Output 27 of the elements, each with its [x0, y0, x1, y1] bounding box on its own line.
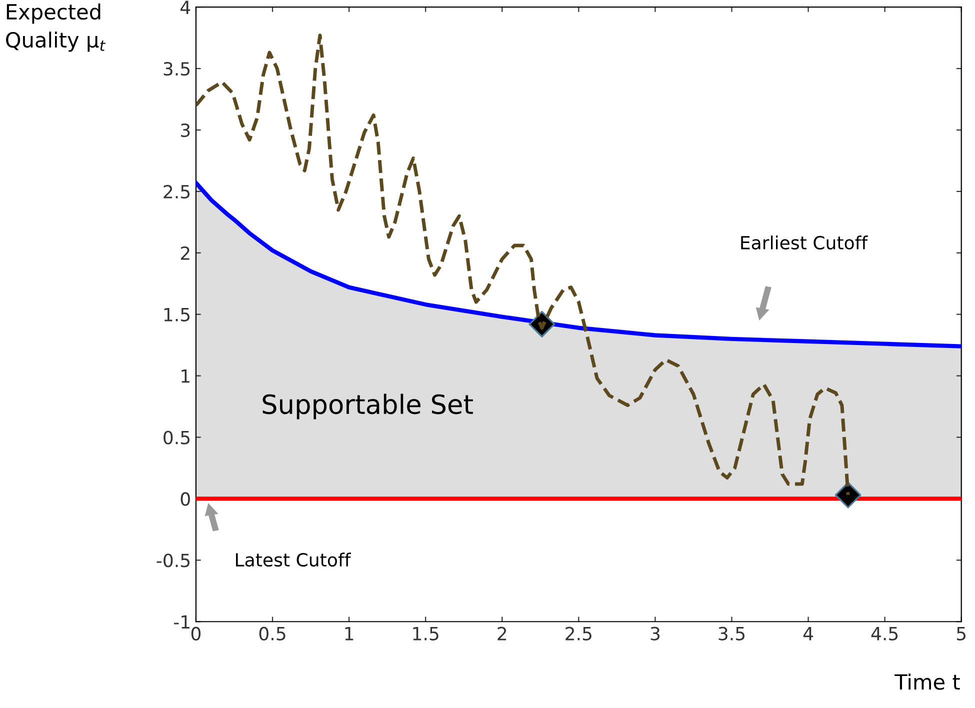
- y-tick-label: 0.5: [164, 430, 190, 444]
- y-tick-label: 1: [182, 370, 190, 383]
- x-tick-label: 3.5: [718, 626, 745, 640]
- x-tick-label: 0: [191, 626, 201, 640]
- y-tick-label: 2.5: [164, 184, 190, 199]
- x-tick-label: 2.5: [566, 626, 592, 640]
- x-tick-label: 4: [803, 627, 814, 640]
- y-tick-label: 1.5: [164, 308, 190, 322]
- annotation: Supportable Set: [262, 394, 473, 420]
- x-tick-label: 1.5: [413, 627, 438, 640]
- y-tick-label: -1: [174, 615, 190, 628]
- x-axis-title: Time t: [894, 674, 960, 690]
- y-tick-label: -0.5: [156, 554, 190, 568]
- annotation: Earliest Cutoff: [741, 236, 868, 250]
- x-tick-label: 2: [498, 626, 506, 640]
- y-tick-label: 3: [181, 123, 190, 138]
- y-tick-label: 2: [180, 246, 190, 260]
- y-axis-title: Expected Quality μ$_{t}$: [6, 4, 106, 52]
- x-tick-label: 0.5: [259, 626, 286, 640]
- x-tick-label: 1: [345, 627, 354, 640]
- y-tick-label: 4: [180, 0, 190, 14]
- x-tick-label: 3: [650, 626, 660, 640]
- annotation: Latest Cutoff: [236, 552, 352, 567]
- y-tick-label: 3.5: [164, 62, 190, 76]
- x-tick-label: 5: [957, 627, 966, 640]
- x-tick-label: 4.5: [871, 627, 898, 640]
- y-tick-label: 0: [180, 492, 190, 506]
